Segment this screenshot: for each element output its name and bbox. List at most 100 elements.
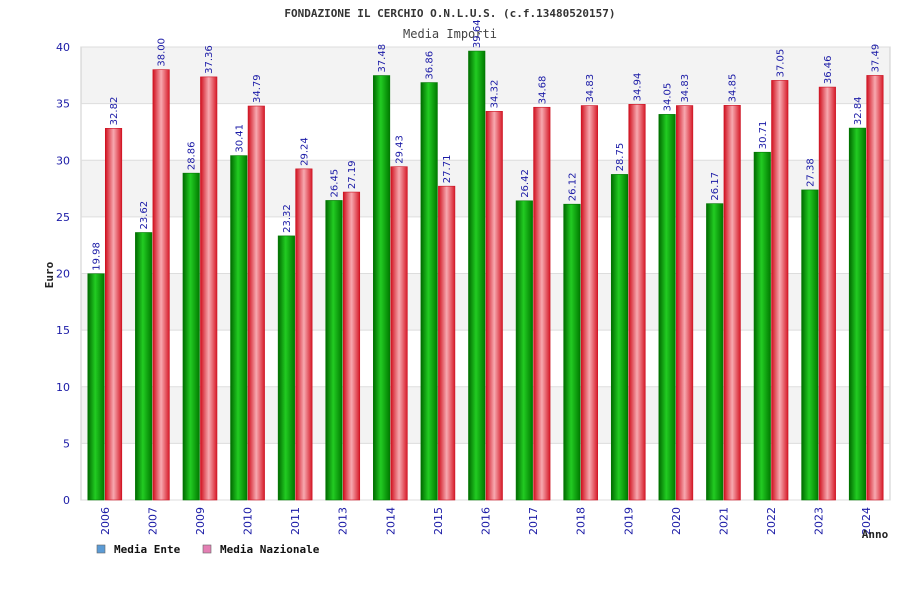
legend-swatch-media-nazionale	[202, 544, 212, 554]
data-label: 32.84	[853, 96, 864, 125]
y-axis-ticks: 0 5 10 15 20 25 30 35 40	[56, 41, 70, 507]
bar-media-ente	[87, 273, 105, 501]
data-label: 28.75	[615, 143, 626, 172]
bar-media-ente	[848, 127, 867, 501]
data-label: 32.82	[109, 97, 120, 126]
data-label: 39.64	[472, 19, 483, 48]
data-label: 30.41	[234, 124, 245, 153]
x-tick-label: 2016	[480, 507, 493, 535]
data-label: 27.38	[805, 158, 816, 187]
x-tick-label: 2011	[289, 507, 302, 535]
y-tick-label: 35	[56, 98, 70, 111]
bar-media-nazionale	[580, 105, 598, 501]
legend-label-media-nazionale: Media Nazionale	[220, 543, 320, 556]
bar-media-nazionale	[104, 128, 123, 501]
chart-subtitle: Media Importi	[403, 27, 497, 41]
data-label: 34.32	[490, 80, 501, 109]
bar-media-ente	[135, 232, 153, 501]
data-label: 26.45	[329, 169, 340, 198]
y-axis-label: Euro	[43, 261, 56, 288]
bar-media-nazionale	[438, 185, 456, 501]
x-tick-label: 2010	[242, 507, 255, 535]
data-label: 37.49	[870, 44, 881, 73]
data-label: 34.68	[537, 76, 548, 105]
data-label: 36.46	[823, 55, 834, 84]
data-label: 26.12	[567, 173, 578, 202]
data-label: 27.19	[347, 160, 358, 189]
bar-media-ente	[420, 82, 438, 501]
data-label: 34.85	[728, 74, 739, 103]
x-tick-label: 2018	[575, 507, 588, 535]
bar-media-nazionale	[723, 105, 741, 501]
x-tick-label: 2021	[717, 507, 730, 535]
bar-media-nazionale	[628, 104, 646, 501]
x-axis-label: Anno	[862, 528, 889, 541]
data-label: 34.94	[633, 73, 644, 102]
x-tick-label: 2019	[622, 507, 635, 535]
bar-media-nazionale	[390, 166, 408, 501]
bar-media-nazionale	[152, 69, 170, 501]
y-tick-label: 30	[56, 154, 70, 167]
data-label: 36.86	[425, 51, 436, 80]
x-tick-label: 2022	[765, 507, 778, 535]
data-label: 38.00	[157, 38, 168, 67]
bar-media-nazionale	[676, 105, 694, 501]
bar-media-nazionale	[485, 111, 503, 501]
data-label: 34.05	[663, 83, 674, 112]
bar-series	[87, 50, 884, 501]
x-tick-label: 2024	[860, 507, 873, 535]
bar-media-nazionale	[247, 105, 265, 501]
bar-media-nazionale	[771, 80, 789, 501]
bar-media-ente	[277, 235, 295, 501]
legend: Media Ente Media Nazionale	[96, 543, 320, 556]
bar-media-nazionale	[342, 191, 361, 501]
data-label: 27.71	[442, 155, 453, 184]
data-label: 28.86	[187, 142, 198, 171]
bar-media-ente	[325, 200, 343, 501]
data-label: 26.17	[710, 172, 721, 201]
bar-media-ente	[563, 203, 581, 501]
data-label: 19.98	[92, 242, 103, 271]
x-tick-label: 2009	[194, 507, 207, 535]
data-label: 34.83	[585, 74, 596, 103]
bar-media-ente	[753, 151, 771, 501]
legend-swatch-media-ente	[96, 544, 106, 554]
data-label: 23.32	[282, 204, 293, 233]
bar-media-nazionale	[533, 106, 551, 501]
y-tick-label: 0	[63, 494, 70, 507]
data-label: 37.48	[377, 44, 388, 73]
y-tick-label: 10	[56, 381, 70, 394]
x-tick-label: 2007	[146, 507, 159, 535]
x-tick-label: 2020	[670, 507, 683, 535]
x-tick-label: 2013	[337, 507, 350, 535]
bar-media-nazionale	[866, 75, 884, 501]
y-tick-label: 25	[56, 211, 70, 224]
bar-media-ente	[801, 189, 819, 501]
bar-media-nazionale	[295, 168, 313, 501]
legend-label-media-ente: Media Ente	[114, 543, 181, 556]
bar-media-ente	[658, 114, 676, 501]
data-label: 34.79	[252, 74, 263, 103]
bar-media-ente	[610, 174, 629, 501]
chart-title: FONDAZIONE IL CERCHIO O.N.L.U.S. (c.f.13…	[284, 7, 615, 20]
bar-media-ente	[515, 200, 533, 501]
data-label: 37.36	[204, 45, 215, 74]
y-tick-label: 5	[63, 437, 70, 450]
bar-media-ente	[182, 172, 200, 501]
y-tick-label: 15	[56, 324, 70, 337]
x-tick-label: 2023	[813, 507, 826, 535]
y-tick-label: 40	[56, 41, 70, 54]
data-label: 29.43	[395, 135, 406, 164]
data-label: 26.42	[520, 169, 531, 198]
data-label: 37.05	[775, 49, 786, 78]
x-tick-label: 2015	[432, 507, 445, 535]
x-tick-label: 2014	[384, 507, 397, 535]
x-axis-ticks: 2006 2007 2009 2010 2011 2013 2014 2015 2016 2017…	[99, 507, 873, 535]
x-tick-label: 2017	[527, 507, 540, 535]
bar-media-nazionale	[818, 86, 836, 501]
data-label: 23.62	[139, 201, 150, 230]
bar-media-ente	[373, 75, 391, 501]
data-labels: 19.98 32.82 23.62 38.00 28.86 37.36 30.41 34.79…	[92, 19, 882, 270]
bar-media-ente	[230, 155, 248, 501]
